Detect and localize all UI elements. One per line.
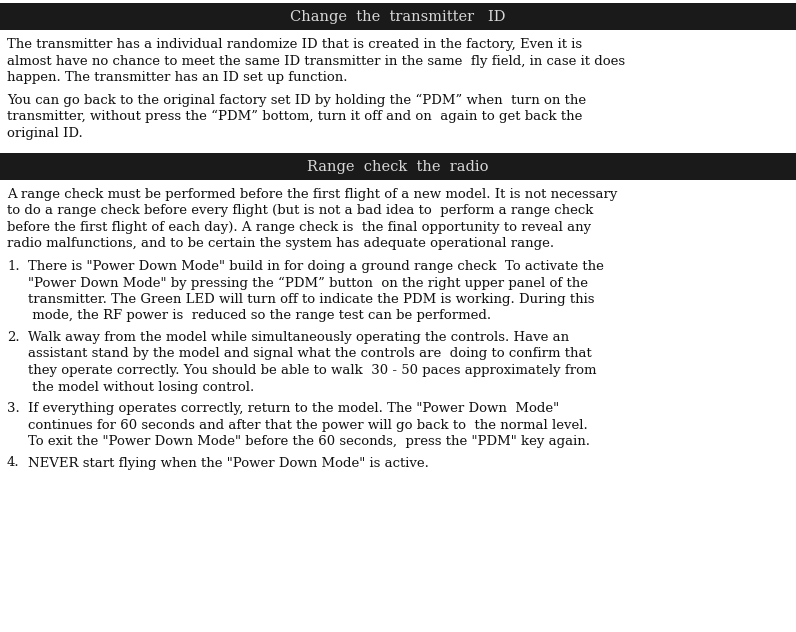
Text: NEVER start flying when the "Power Down Mode" is active.: NEVER start flying when the "Power Down … <box>28 456 429 470</box>
Text: original ID.: original ID. <box>7 126 83 140</box>
Text: to do a range check before every flight (but is not a bad idea to  perform a ran: to do a range check before every flight … <box>7 205 593 217</box>
Text: transmitter, without press the “PDM” bottom, turn it off and on  again to get ba: transmitter, without press the “PDM” bot… <box>7 110 583 123</box>
Text: 3.: 3. <box>7 402 20 415</box>
Text: the model without losing control.: the model without losing control. <box>28 380 254 394</box>
Text: "Power Down Mode" by pressing the “PDM” button  on the right upper panel of the: "Power Down Mode" by pressing the “PDM” … <box>28 277 588 289</box>
Text: A range check must be performed before the first flight of a new model. It is no: A range check must be performed before t… <box>7 188 618 201</box>
Text: Range  check  the  radio: Range check the radio <box>307 159 489 174</box>
Text: The transmitter has a individual randomize ID that is created in the factory, Ev: The transmitter has a individual randomi… <box>7 38 582 51</box>
Text: assistant stand by the model and signal what the controls are  doing to confirm : assistant stand by the model and signal … <box>28 348 591 360</box>
Text: radio malfunctions, and to be certain the system has adequate operational range.: radio malfunctions, and to be certain th… <box>7 238 554 250</box>
Text: before the first flight of each day). A range check is  the final opportunity to: before the first flight of each day). A … <box>7 221 591 234</box>
Text: If everything operates correctly, return to the model. The "Power Down  Mode": If everything operates correctly, return… <box>28 402 559 415</box>
Text: You can go back to the original factory set ID by holding the “PDM” when  turn o: You can go back to the original factory … <box>7 94 586 107</box>
Text: continues for 60 seconds and after that the power will go back to  the normal le: continues for 60 seconds and after that … <box>28 418 587 432</box>
Text: Walk away from the model while simultaneously operating the controls. Have an: Walk away from the model while simultane… <box>28 331 569 344</box>
Text: 1.: 1. <box>7 260 20 273</box>
Text: they operate correctly. You should be able to walk  30 - 50 paces approximately : they operate correctly. You should be ab… <box>28 364 596 377</box>
Text: Change  the  transmitter   ID: Change the transmitter ID <box>291 9 505 23</box>
Text: almost have no chance to meet the same ID transmitter in the same  fly field, in: almost have no chance to meet the same I… <box>7 54 625 68</box>
Text: There is "Power Down Mode" build in for doing a ground range check  To activate : There is "Power Down Mode" build in for … <box>28 260 604 273</box>
Text: happen. The transmitter has an ID set up function.: happen. The transmitter has an ID set up… <box>7 71 348 84</box>
Text: mode, the RF power is  reduced so the range test can be performed.: mode, the RF power is reduced so the ran… <box>28 310 491 322</box>
Text: To exit the "Power Down Mode" before the 60 seconds,  press the "PDM" key again.: To exit the "Power Down Mode" before the… <box>28 435 590 448</box>
Text: 2.: 2. <box>7 331 20 344</box>
Text: 4.: 4. <box>7 456 20 470</box>
Text: transmitter. The Green LED will turn off to indicate the PDM is working. During : transmitter. The Green LED will turn off… <box>28 293 595 306</box>
